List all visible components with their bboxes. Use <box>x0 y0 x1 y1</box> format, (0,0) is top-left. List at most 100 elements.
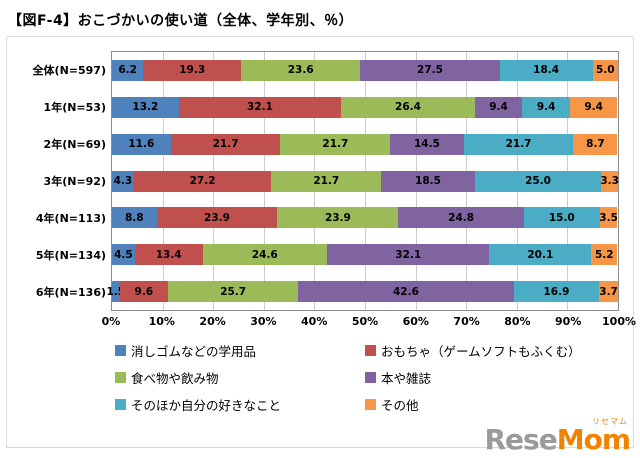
bar-slot: 8.8 23.9 23.9 24.8 15.0 3.5 <box>112 199 618 236</box>
data-label: 24.6 <box>251 248 278 261</box>
data-label: 20.1 <box>527 248 554 261</box>
bar-segment: 19.3 <box>143 59 242 81</box>
bar-segment: 5.0 <box>592 59 618 81</box>
bar-segment: 16.9 <box>513 281 600 303</box>
data-label: 23.9 <box>204 211 230 224</box>
bar-slot: 11.6 21.7 21.7 14.5 21.7 8.7 <box>112 126 618 163</box>
watermark-text-mom: Mom <box>556 423 631 456</box>
data-label: 8.7 <box>586 138 605 151</box>
legend-marker-icon <box>365 345 376 356</box>
bar-segment: 23.6 <box>241 59 361 81</box>
bar-slot: 4.5 13.4 24.6 32.1 20.1 5.2 <box>112 236 618 273</box>
data-label: 21.7 <box>505 138 532 151</box>
bar-segment: 21.7 <box>170 133 281 155</box>
legend-item: そのほか自分の好きなこと <box>115 395 365 414</box>
data-label: 8.8 <box>124 211 144 224</box>
data-label: 9.4 <box>489 101 508 114</box>
bar-segment: 6.2 <box>112 59 144 81</box>
x-tick-label: 70% <box>453 315 480 328</box>
data-label: 3.7 <box>599 285 618 298</box>
data-label: 26.4 <box>395 101 421 114</box>
bar-row: 1.5 9.6 25.7 42.6 16.9 3.7 <box>106 281 618 303</box>
bar-segment: 24.6 <box>202 244 328 266</box>
page-title: 【図F-4】おこづかいの使い道（全体、学年別、％） <box>8 13 354 29</box>
legend-marker-icon <box>115 399 126 410</box>
legend: 消しゴムなどの学用品 おもちゃ（ゲームソフトもふくむ） 食べ物や飲み物 本や雑誌そのほ… <box>115 341 633 414</box>
bar-segment: 23.9 <box>277 207 399 229</box>
bar-segment: 5.2 <box>591 244 618 266</box>
bar-segment: 21.7 <box>271 170 382 192</box>
bar-segment: 1.5 <box>106 281 125 303</box>
legend-label: おもちゃ（ゲームソフトもふくむ） <box>381 344 581 359</box>
data-label: 9.4 <box>536 101 556 114</box>
y-axis-label: 全体(N=597) <box>32 63 106 77</box>
data-label: 14.5 <box>414 138 440 151</box>
y-axis-label: 3年(N=92) <box>43 174 106 188</box>
data-label: 32.1 <box>247 101 273 114</box>
bar-segment: 24.8 <box>398 207 524 229</box>
data-label: 27.2 <box>189 175 216 187</box>
bar-segment: 18.5 <box>381 170 475 192</box>
bar-slot: 4.3 27.2 21.7 18.5 25.0 3.3 <box>112 163 619 200</box>
x-tick-label: 30% <box>250 315 277 328</box>
bar-slot: 13.2 32.1 26.4 9.4 9.4 9.4 <box>112 89 618 126</box>
data-label: 32.1 <box>395 248 422 261</box>
data-label: 16.9 <box>543 285 570 298</box>
x-tick-label: 90% <box>555 315 582 328</box>
legend-label: そのほか自分の好きなこと <box>131 398 282 413</box>
y-axis-label: 2年(N=69) <box>43 137 106 151</box>
legend-label: 消しゴムなどの学用品 <box>131 344 257 359</box>
data-label: 9.6 <box>134 285 154 298</box>
bar-row: 13.2 32.1 26.4 9.4 9.4 9.4 <box>112 96 618 118</box>
bar-segment: 14.5 <box>390 133 464 155</box>
bars: 6.2 19.3 23.6 27.5 18.4 5.0 13.2 32.1 26.4 9.4 9.4… <box>106 52 619 310</box>
watermark-text-rese: Rese <box>484 423 558 456</box>
bar-segment: 8.7 <box>573 133 618 155</box>
data-label: 3.3 <box>600 175 619 187</box>
data-label: 21.7 <box>212 138 239 151</box>
bar-segment: 21.7 <box>280 133 391 155</box>
data-label: 9.4 <box>584 101 603 114</box>
bar-segment: 3.7 <box>599 281 618 303</box>
data-label: 25.7 <box>220 285 247 298</box>
y-axis-labels: 全体(N=597) 1年(N=53) 2年(N=69) 3年(N=92) 4年(N=11… <box>9 51 111 311</box>
bar-row: 6.2 19.3 23.6 27.5 18.4 5.0 <box>112 59 618 81</box>
bar-segment: 20.1 <box>489 244 592 266</box>
bar-segment: 32.1 <box>327 244 490 266</box>
legend-marker-icon <box>365 372 376 383</box>
bar-segment: 13.4 <box>134 244 203 266</box>
y-axis-label: 4年(N=113) <box>35 212 106 226</box>
x-tick-label: 100% <box>602 315 636 328</box>
data-label: 23.6 <box>287 64 314 77</box>
bar-row: 11.6 21.7 21.7 14.5 21.7 8.7 <box>112 133 618 155</box>
bar-segment: 8.8 <box>112 207 157 229</box>
data-label: 15.0 <box>548 211 575 224</box>
data-label: 18.4 <box>533 64 560 77</box>
legend-label: 食べ物や飲み物 <box>131 371 219 386</box>
x-tick-label: 20% <box>199 315 226 328</box>
bar-segment: 9.4 <box>522 96 570 118</box>
legend-item: 本や雑誌 <box>365 368 633 387</box>
bar-segment: 42.6 <box>298 281 514 303</box>
legend-marker-icon <box>115 345 126 356</box>
x-axis: 0% 10% 20% 30% 40% 50% 60% 70% 80% 90% 100% <box>102 311 636 331</box>
x-tick-label: 50% <box>351 315 379 328</box>
x-tick-label: 0% <box>101 315 121 328</box>
data-label: 4.5 <box>114 248 133 261</box>
data-label: 5.0 <box>596 64 615 77</box>
data-label: 23.9 <box>324 211 351 224</box>
data-label: 25.0 <box>525 175 551 187</box>
data-label: 24.8 <box>448 211 475 224</box>
bar-segment: 25.0 <box>474 170 602 192</box>
bar-segment: 13.2 <box>112 96 179 118</box>
bar-segment: 9.6 <box>119 281 169 303</box>
bar-segment: 27.2 <box>133 170 272 192</box>
y-axis-label: 1年(N=53) <box>43 100 106 114</box>
data-label: 27.5 <box>417 64 443 77</box>
legend-item: 消しゴムなどの学用品 <box>115 341 365 360</box>
chart-body: 全体(N=597) 1年(N=53) 2年(N=69) 3年(N=92) 4年(N=11… <box>9 51 619 311</box>
data-label: 11.6 <box>128 138 155 151</box>
data-label: 42.6 <box>392 285 419 298</box>
bar-segment: 26.4 <box>341 96 475 118</box>
